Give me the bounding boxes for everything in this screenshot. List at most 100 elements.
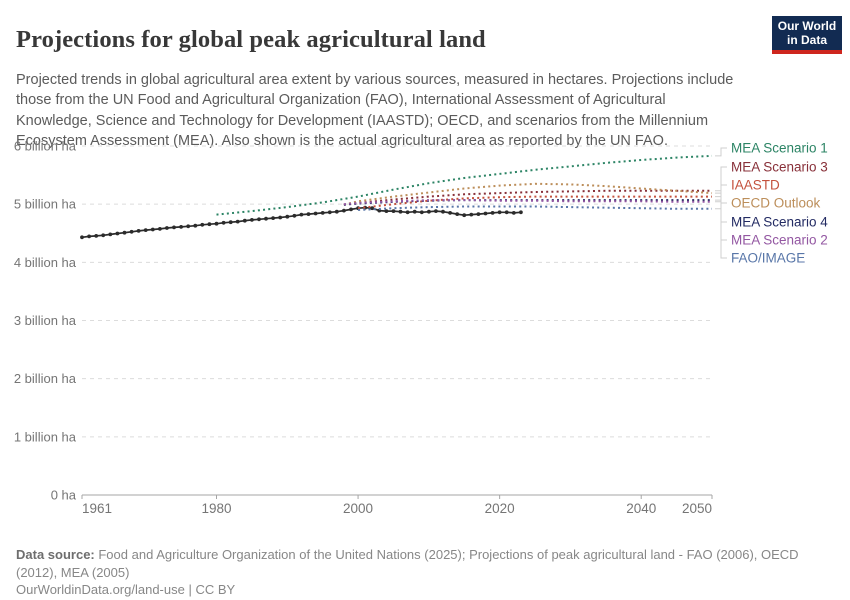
legend-connector-mea-scenario-1 <box>715 147 727 157</box>
data-point-actual-un-fao <box>490 211 495 215</box>
data-point-actual-un-fao <box>334 209 339 214</box>
data-source-label: Data source: <box>16 547 95 562</box>
data-point-actual-un-fao <box>186 224 191 229</box>
legend-label-oecd-outlook[interactable]: OECD Outlook <box>731 196 821 211</box>
y-axis-tick-label: 1 billion ha <box>14 429 77 444</box>
data-point-actual-un-fao <box>441 209 445 214</box>
series-line-mea-scenario-2[interactable] <box>343 199 712 206</box>
data-point-actual-un-fao <box>136 229 141 233</box>
data-point-actual-un-fao <box>193 223 198 228</box>
data-point-actual-un-fao <box>271 216 275 221</box>
y-axis-tick-label: 0 ha <box>51 488 77 503</box>
legend-label-mea-scenario-4[interactable]: MEA Scenario 4 <box>731 215 828 230</box>
data-point-actual-un-fao <box>476 212 481 217</box>
data-point-actual-un-fao <box>172 225 176 230</box>
data-point-actual-un-fao <box>200 222 205 227</box>
page-title: Projections for global peak agricultural… <box>16 26 486 54</box>
series-line-mea-scenario-1[interactable] <box>216 154 713 216</box>
data-point-actual-un-fao <box>80 235 84 240</box>
series-line-iaastd[interactable] <box>357 195 712 210</box>
data-point-actual-un-fao <box>122 230 127 235</box>
data-point-actual-un-fao <box>165 226 169 230</box>
data-point-actual-un-fao <box>427 209 431 214</box>
legend-label-mea-scenario-2[interactable]: MEA Scenario 2 <box>731 233 828 248</box>
data-point-actual-un-fao <box>327 210 332 215</box>
data-point-actual-un-fao <box>143 228 148 233</box>
data-point-actual-un-fao <box>469 212 474 217</box>
data-point-actual-un-fao <box>257 217 261 222</box>
series-line-mea-scenario-3[interactable] <box>343 189 712 206</box>
x-axis-tick-label: 1980 <box>201 501 231 516</box>
legend-connector-iaastd <box>715 184 727 198</box>
y-axis-tick-label: 4 billion ha <box>14 255 77 270</box>
owid-logo-line1: Our World <box>777 19 837 33</box>
data-point-actual-un-fao <box>250 218 254 222</box>
x-axis-tick-label: 2020 <box>485 501 515 516</box>
data-point-actual-un-fao <box>398 209 403 214</box>
data-point-actual-un-fao <box>108 232 113 237</box>
owid-logo-stripe <box>772 50 842 54</box>
data-point-actual-un-fao <box>207 222 212 227</box>
data-point-actual-un-fao <box>497 210 502 215</box>
data-point-actual-un-fao <box>483 211 488 216</box>
data-point-actual-un-fao <box>419 210 424 215</box>
data-point-actual-un-fao <box>455 212 460 217</box>
chart-subtitle: Projected trends in global agricultural … <box>16 71 734 150</box>
data-point-actual-un-fao <box>158 227 162 231</box>
legend-connector-mea-scenario-3 <box>715 166 727 192</box>
data-point-actual-un-fao <box>306 212 311 217</box>
data-source-text: Food and Agriculture Organization of the… <box>16 547 799 580</box>
data-point-actual-un-fao <box>292 213 297 218</box>
legend-label-iaastd[interactable]: IAASTD <box>731 178 780 193</box>
legend-connector-fao-image <box>715 208 727 259</box>
data-point-actual-un-fao <box>320 211 325 215</box>
series-line-actual-un-fao[interactable] <box>81 206 521 239</box>
data-point-actual-un-fao <box>434 209 438 214</box>
data-point-actual-un-fao <box>448 211 452 215</box>
y-axis-tick-label: 2 billion ha <box>14 371 77 386</box>
data-point-actual-un-fao <box>504 210 509 215</box>
x-axis-tick-label: 2050 <box>682 501 712 516</box>
y-axis-tick-label: 5 billion ha <box>14 197 77 212</box>
owid-logo-line2: in Data <box>786 33 827 47</box>
data-point-actual-un-fao <box>242 218 247 223</box>
data-point-actual-un-fao <box>349 207 353 212</box>
data-point-actual-un-fao <box>391 209 396 214</box>
footer-separator: | <box>184 582 196 597</box>
data-source-note: Data source: Food and Agriculture Organi… <box>16 546 822 582</box>
license-link[interactable]: CC BY <box>195 582 236 597</box>
data-point-actual-un-fao <box>278 215 283 220</box>
data-point-actual-un-fao <box>519 210 523 215</box>
legend-label-mea-scenario-1[interactable]: MEA Scenario 1 <box>731 141 828 156</box>
x-axis-tick-label: 2040 <box>626 501 656 516</box>
data-point-actual-un-fao <box>412 209 417 214</box>
data-point-actual-un-fao <box>150 227 155 232</box>
data-point-actual-un-fao <box>342 208 346 213</box>
data-point-actual-un-fao <box>299 212 304 217</box>
data-point-actual-un-fao <box>405 210 410 215</box>
data-point-actual-un-fao <box>87 234 91 239</box>
data-point-actual-un-fao <box>285 214 290 219</box>
x-axis-tick-label: 1961 <box>82 501 112 516</box>
data-point-actual-un-fao <box>228 220 233 225</box>
data-point-actual-un-fao <box>115 231 120 236</box>
data-point-actual-un-fao <box>235 219 240 224</box>
footer-links: OurWorldinData.org/land-use | CC BY <box>16 582 822 597</box>
legend-label-mea-scenario-3[interactable]: MEA Scenario 3 <box>731 160 828 175</box>
data-point-actual-un-fao <box>94 234 99 238</box>
data-point-actual-un-fao <box>462 213 467 218</box>
owid-logo[interactable]: Our World in Data <box>772 16 842 54</box>
data-point-actual-un-fao <box>370 206 375 211</box>
data-point-actual-un-fao <box>101 233 106 238</box>
owid-url-link[interactable]: OurWorldinData.org/land-use <box>16 582 185 597</box>
data-point-actual-un-fao <box>214 221 219 226</box>
legend-label-fao-image[interactable]: FAO/IMAGE <box>731 251 805 266</box>
data-point-actual-un-fao <box>221 220 226 225</box>
data-point-actual-un-fao <box>129 229 134 234</box>
series-line-fao-image[interactable] <box>358 205 712 211</box>
data-point-actual-un-fao <box>511 211 516 215</box>
y-axis-tick-label: 6 billion ha <box>14 139 77 154</box>
x-axis-tick-label: 2000 <box>343 501 373 516</box>
data-point-actual-un-fao <box>384 209 389 214</box>
